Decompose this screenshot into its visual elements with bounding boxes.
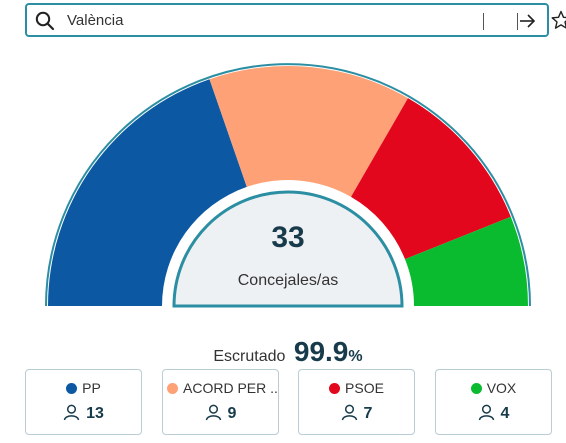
- party-color-dot: [66, 383, 78, 394]
- person-icon: [478, 404, 495, 426]
- star-icon[interactable]: [551, 10, 566, 30]
- party-name: PSOE: [299, 380, 414, 396]
- party-seats: 13: [26, 404, 141, 426]
- party-seat-count: 13: [86, 405, 104, 422]
- person-icon: [341, 404, 358, 426]
- person-icon: [205, 404, 222, 426]
- person-icon: [63, 404, 80, 426]
- seat-segment-psoe: [351, 98, 511, 260]
- total-seats: 33: [271, 221, 305, 254]
- party-color-dot: [470, 383, 482, 394]
- search-input[interactable]: València: [67, 12, 124, 29]
- seat-segment-acord-per: [209, 66, 408, 197]
- party-seats: 9: [163, 404, 278, 426]
- chart-frame: [45, 63, 531, 307]
- party-color-dot: [329, 383, 341, 394]
- party-seat-count: 4: [500, 405, 510, 422]
- seats-label: Concejales/as: [237, 272, 339, 289]
- party-card-pp[interactable]: PP 13: [25, 369, 142, 435]
- seat-segment-vox: [404, 216, 528, 306]
- scrutiny-label: Escrutado: [213, 348, 286, 365]
- party-card-acord[interactable]: ACORD PER ... 9: [162, 369, 279, 435]
- party-label: PSOE: [345, 380, 384, 396]
- seat-segment-pp: [48, 79, 247, 307]
- party-name: VOX: [436, 380, 551, 396]
- party-seats: 7: [299, 404, 414, 426]
- search-icon[interactable]: [35, 11, 55, 31]
- separator: [517, 13, 518, 30]
- party-color-dot: [167, 383, 178, 394]
- party-name: PP: [26, 380, 141, 396]
- scrutiny-status: Escrutado 99.9%: [0, 336, 566, 368]
- party-name: ACORD PER ...: [163, 380, 278, 396]
- party-label: ACORD PER ...: [183, 380, 278, 396]
- party-seat-count: 7: [363, 405, 373, 422]
- party-card-vox[interactable]: VOX 4: [435, 369, 552, 435]
- center-panel: [172, 190, 404, 308]
- arrow-right-icon[interactable]: [517, 11, 537, 31]
- party-label: PP: [82, 380, 101, 396]
- party-seat-count: 9: [227, 405, 237, 422]
- party-label: VOX: [486, 380, 517, 396]
- search-bar[interactable]: València: [25, 3, 566, 37]
- scrutiny-value: 99.9: [293, 336, 349, 367]
- separator: [483, 13, 484, 30]
- party-seats: 4: [436, 404, 551, 426]
- party-card-psoe[interactable]: PSOE 7: [298, 369, 415, 435]
- seat-distribution-chart: [45, 63, 531, 308]
- scrutiny-unit: %: [348, 348, 363, 365]
